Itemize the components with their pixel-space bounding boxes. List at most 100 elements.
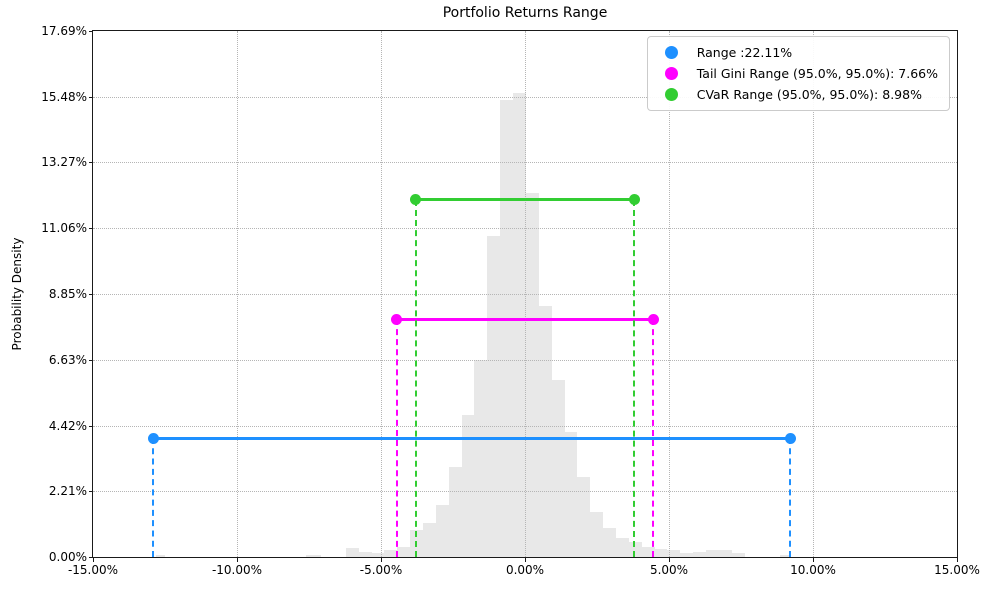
range-drop-line [152, 438, 155, 557]
histogram-bar [693, 552, 706, 557]
y-tick-label: 13.27% [41, 155, 87, 170]
grid-layer [93, 31, 957, 557]
histogram-bar [358, 551, 372, 557]
histogram-bar [513, 93, 526, 557]
tail-gini-marker-icon [664, 67, 678, 80]
range-lines-layer [93, 31, 957, 557]
legend-label-cvar-range: CVaR Range (95.0%, 95.0%): 8.98% [696, 87, 922, 102]
histogram-bar [706, 550, 719, 557]
histogram-bar [500, 99, 514, 557]
y-tick-mark [89, 31, 93, 32]
chart-title: Portfolio Returns Range [442, 5, 608, 21]
histogram-bar [525, 193, 539, 557]
range-endpoint-marker [147, 432, 159, 444]
y-tick-label: 11.06% [41, 221, 87, 236]
y-tick-label: 6.63% [48, 352, 87, 367]
range-drop-line [395, 319, 398, 557]
histogram-bar [423, 523, 436, 557]
histogram-bar [680, 553, 694, 557]
x-tick-label: 5.00% [649, 563, 689, 577]
y-tick-mark [89, 96, 93, 98]
legend-label-range: Range :22.11% [696, 45, 793, 60]
histogram-bar [615, 537, 629, 557]
y-tick-label: 17.69% [41, 24, 87, 38]
legend-item-range: Range :22.11% [655, 45, 938, 60]
x-tick-mark [957, 558, 958, 562]
x-tick-mark [813, 558, 814, 562]
histogram-bar [603, 527, 616, 557]
histogram-bar [435, 504, 449, 557]
y-tick-label: 2.21% [48, 484, 87, 499]
y-tick-label: 4.42% [48, 418, 87, 433]
legend-label-tail-gini-range: Tail Gini Range (95.0%, 95.0%): 7.66% [696, 66, 938, 81]
histogram-bar [641, 546, 655, 557]
range-line [396, 317, 654, 321]
y-tick-label: 15.48% [41, 89, 87, 104]
histogram-bar [487, 235, 501, 557]
y-gridline [93, 228, 957, 230]
histogram-bar [667, 550, 681, 557]
x-tick-mark [237, 558, 238, 562]
histogram-bar [461, 414, 475, 557]
range-endpoint-marker [647, 313, 659, 325]
histogram-bar [590, 512, 604, 557]
y-tick-mark [89, 491, 93, 493]
histogram-bar [551, 380, 565, 557]
range-endpoint-marker [410, 194, 422, 206]
range-drop-line [789, 438, 792, 557]
cvar-marker-icon [664, 88, 678, 101]
histogram-bar [577, 476, 591, 557]
histogram-outlier-bar [779, 554, 791, 557]
histogram-outlier-bar [156, 554, 165, 557]
range-drop-line [652, 319, 655, 557]
y-tick-mark [89, 293, 93, 295]
histogram-bar [731, 553, 745, 557]
x-tick-mark [669, 558, 670, 562]
y-gridline [93, 162, 957, 164]
range-endpoint-marker [391, 313, 403, 325]
histogram-bar [384, 549, 398, 557]
x-tick-label: 0.00% [505, 563, 545, 577]
x-tick-mark [381, 558, 382, 562]
y-tick-label: 0.00% [48, 550, 87, 564]
range-endpoint-marker [784, 432, 796, 444]
range-line [153, 436, 791, 440]
x-tick-label: -15.00% [67, 563, 119, 577]
histogram-bar [474, 359, 488, 557]
range-line [415, 198, 635, 202]
y-gridline [93, 491, 957, 493]
histogram-bar [654, 548, 668, 557]
range-marker-icon [664, 46, 678, 59]
x-tick-label: -10.00% [211, 563, 263, 577]
histogram-bar [345, 548, 359, 557]
x-tick-label: 15.00% [934, 563, 980, 577]
plot-area: Range :22.11% Tail Gini Range (95.0%, 95… [92, 30, 958, 558]
legend-item-tail-gini-range: Tail Gini Range (95.0%, 95.0%): 7.66% [655, 66, 938, 81]
legend-item-cvar-range: CVaR Range (95.0%, 95.0%): 8.98% [655, 87, 938, 102]
histogram-outlier-bar [305, 555, 321, 557]
range-drop-line [414, 199, 417, 557]
y-tick-label: 8.85% [48, 286, 87, 301]
histogram-bar [397, 546, 411, 557]
y-tick-mark [89, 228, 93, 230]
y-gridline [93, 293, 957, 295]
y-tick-mark [89, 557, 93, 558]
x-tick-mark [525, 558, 526, 562]
y-tick-mark [89, 162, 93, 164]
histogram-layer [93, 31, 957, 557]
y-gridline [93, 425, 957, 427]
range-drop-line [633, 199, 636, 557]
x-tick-mark [93, 558, 94, 562]
x-tick-label: -5.00% [359, 563, 403, 577]
y-gridline [93, 359, 957, 361]
histogram-bar [564, 432, 578, 557]
histogram-bar [410, 530, 424, 557]
y-tick-mark [89, 359, 93, 361]
range-endpoint-marker [628, 194, 640, 206]
x-tick-label: 10.00% [790, 563, 836, 577]
histogram-bar [538, 306, 552, 557]
histogram-bar [448, 466, 462, 557]
y-gridline [93, 96, 957, 98]
histogram-bar [371, 552, 385, 557]
